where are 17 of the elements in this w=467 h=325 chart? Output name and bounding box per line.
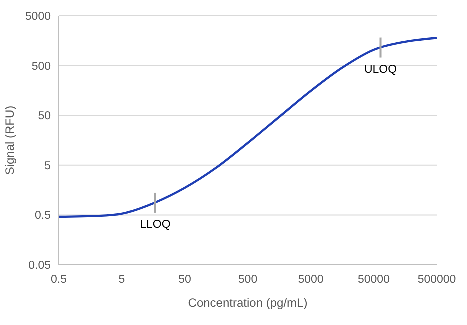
y-tick-label: 0.05 xyxy=(28,260,51,272)
x-tick-label: 0.5 xyxy=(51,274,67,286)
x-tick-label: 5000 xyxy=(298,274,324,286)
x-tick-label: 5 xyxy=(118,274,126,286)
x-tick-label: 50 xyxy=(178,274,192,286)
y-tick-label: 0.5 xyxy=(35,210,51,222)
x-tick-label: 50000 xyxy=(358,274,390,286)
x-tick-label: 500000 xyxy=(418,274,456,286)
y-axis-title: Signal (RFU) xyxy=(3,106,17,176)
y-tick-label: 50 xyxy=(38,110,51,123)
annotation: ULOQ xyxy=(364,64,398,76)
y-tick-label: 500 xyxy=(32,60,51,73)
annotation: LLOQ xyxy=(140,218,171,231)
y-tick-label: 5 xyxy=(44,160,51,172)
x-tick-label: 500 xyxy=(238,274,258,286)
y-tick-label: 5000 xyxy=(25,11,51,23)
x-axis-title: Concentration (pg/mL) xyxy=(188,296,308,310)
